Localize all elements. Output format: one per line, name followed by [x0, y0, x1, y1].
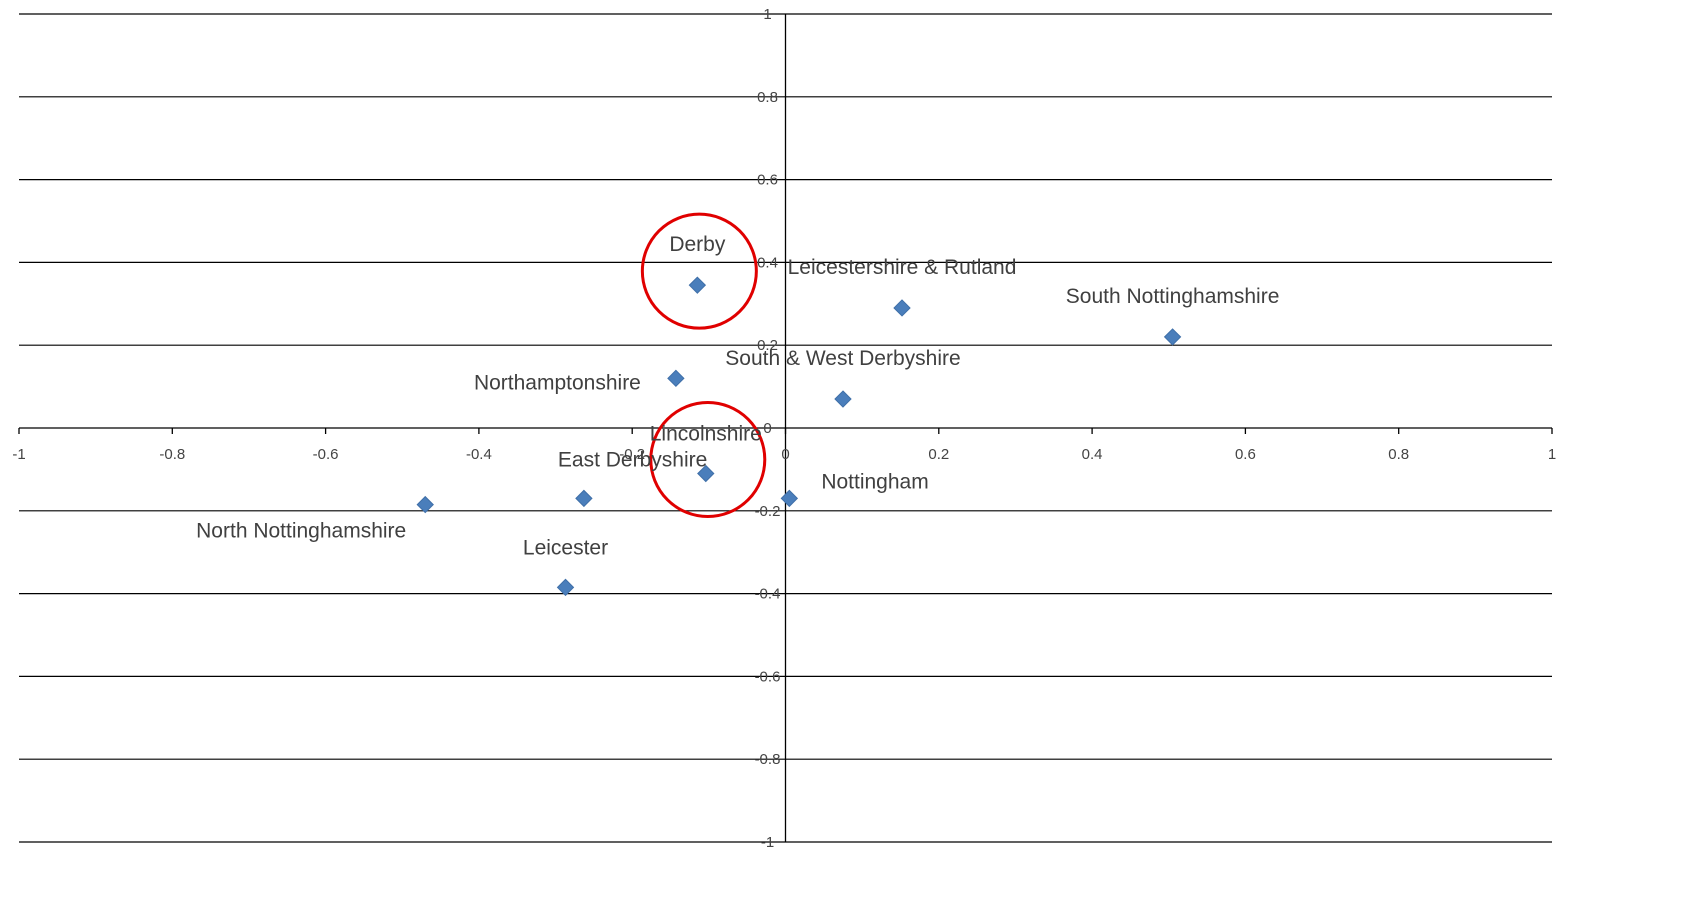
x-tick-label: -0.8: [159, 446, 185, 463]
data-point-marker: [780, 489, 799, 508]
data-point-marker: [667, 369, 685, 388]
x-tick-labels: -1 -0.8 -0.6 -0.4 -0.2 0 0.2 0.4 0.6 0.8 1: [12, 446, 1556, 463]
point-label: Lincolnshire: [650, 423, 762, 446]
x-tick-label: -0.6: [313, 446, 339, 463]
x-tick-label: 0.8: [1388, 446, 1409, 463]
axes: [18, 14, 1553, 842]
x-tick-label: 0.4: [1082, 446, 1103, 463]
highlight-circles: [640, 212, 767, 519]
data-point-marker: [556, 578, 575, 597]
y-tick-label: 0.6: [757, 172, 778, 189]
x-tick-label: -1: [12, 446, 25, 463]
x-tick-label: 0: [781, 446, 789, 463]
data-point-marker: [416, 495, 434, 514]
data-point-marker: [893, 299, 911, 317]
highlight-circle: [640, 212, 758, 330]
y-tick-label: -0.8: [755, 751, 781, 768]
data-point-marker: [688, 276, 707, 294]
y-tick-label: -0.4: [755, 586, 781, 603]
highlight-circle: [649, 401, 767, 519]
y-tick-label: -0.2: [755, 503, 781, 520]
point-labels: Derby Leicestershire & Rutland South Notti…: [196, 233, 1279, 559]
point-label: North Nottinghamshire: [196, 520, 406, 543]
point-label: Leicester: [523, 536, 608, 559]
point-label: Leicestershire & Rutland: [788, 256, 1017, 279]
data-point-marker: [1163, 328, 1182, 346]
point-label: Nottingham: [821, 470, 928, 493]
point-label: East Derbyshire: [558, 448, 707, 471]
data-point-marker: [575, 489, 593, 508]
y-tick-label: 0: [763, 420, 771, 437]
y-tick-label: 0.2: [757, 337, 778, 354]
y-tick-label: 0.4: [757, 254, 778, 271]
y-tick-labels: 1 0.8 0.6 0.4 0.2 0 -0.2 -0.4 -0.6 -0.8 -1: [755, 6, 781, 851]
y-tick-label: 0.8: [757, 89, 778, 106]
point-label: South & West Derbyshire: [725, 347, 960, 370]
x-tick-label: 0.6: [1235, 446, 1256, 463]
x-tick-label: 0.2: [928, 446, 949, 463]
x-tick-label: 1: [1548, 446, 1556, 463]
y-tick-label: -0.6: [755, 668, 781, 685]
data-points: [416, 276, 1182, 597]
x-tick-label: -0.4: [466, 446, 492, 463]
data-point-marker: [697, 464, 715, 483]
data-point-marker: [834, 390, 852, 408]
point-label: Northamptonshire: [474, 371, 641, 394]
y-tick-label: 1: [763, 6, 771, 23]
x-tick-label: -0.2: [619, 446, 645, 463]
point-label: South Nottinghamshire: [1066, 285, 1280, 308]
point-label: Derby: [669, 233, 726, 256]
y-tick-label: -1: [761, 834, 774, 851]
